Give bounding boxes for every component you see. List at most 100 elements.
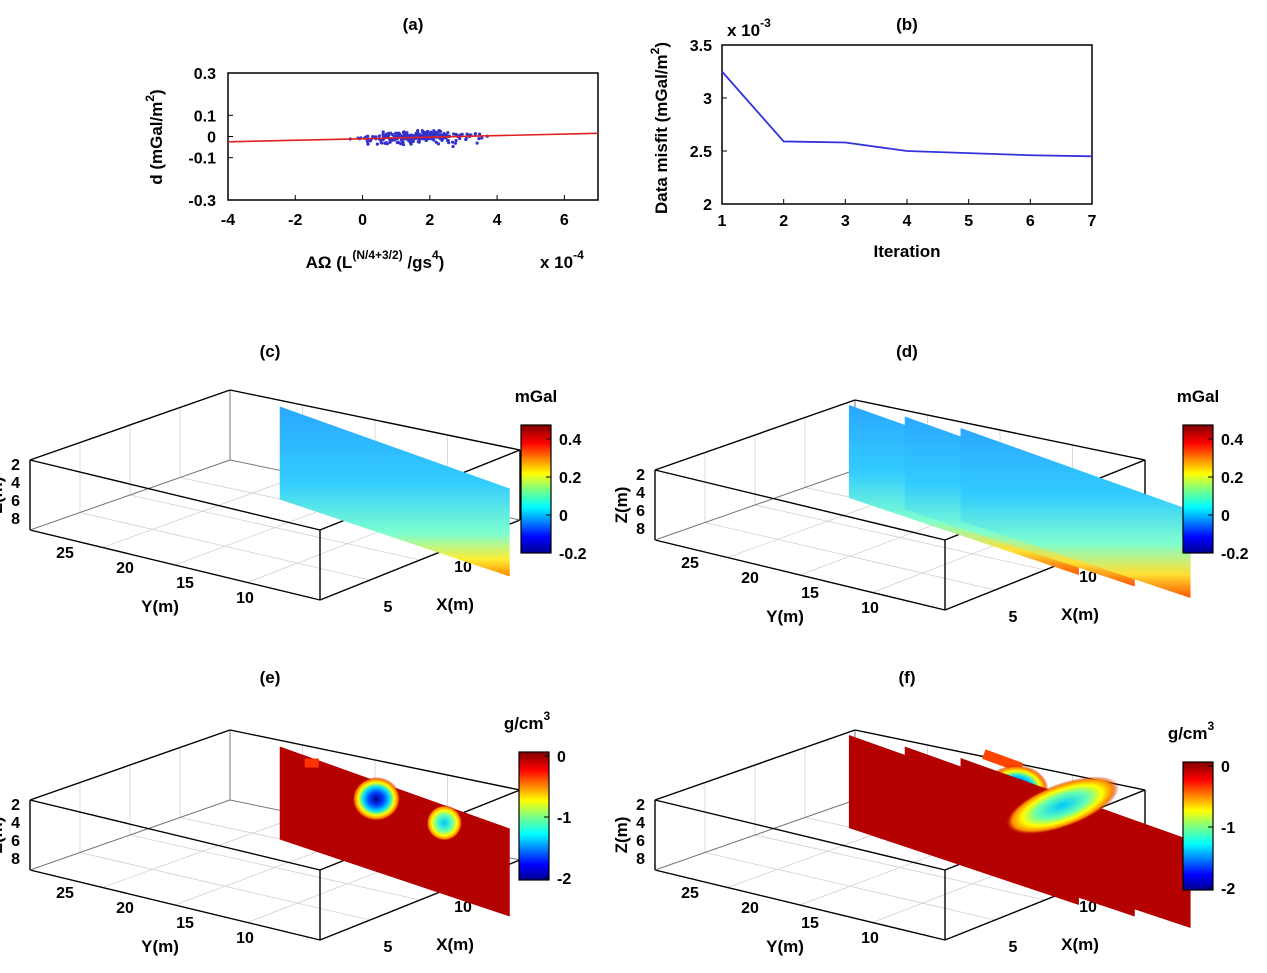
scatter-point: [473, 132, 478, 136]
z-tick-label: 2: [11, 457, 20, 474]
x-tick-label: 5: [964, 213, 973, 230]
y-axis-label: Data misfit (mGal/m2): [648, 42, 671, 214]
x-tick-label: 7: [1088, 213, 1097, 230]
y-tick-label: 3.5: [690, 38, 712, 55]
slice-plane: [960, 758, 1191, 929]
slice-plane: [960, 428, 1191, 599]
y-axis-label: Y(m): [141, 937, 179, 956]
slices: [279, 406, 510, 577]
panel-a-title: (a): [403, 15, 424, 34]
scatter-point: [440, 138, 444, 142]
y-tick-label: 15: [801, 585, 819, 602]
box-edge: [229, 729, 521, 791]
y-tick-label: 0.3: [194, 66, 216, 83]
y-tick-label: 15: [801, 915, 819, 932]
box-edge: [654, 469, 946, 541]
y-axis-label: Y(m): [766, 607, 804, 626]
scatter-point: [401, 143, 406, 147]
x-tick-label: -2: [288, 212, 302, 229]
colorbar: [518, 751, 550, 881]
x-tick-label: 10: [1079, 899, 1097, 916]
y-tick-label: 25: [681, 555, 699, 572]
y-tick-label: 10: [861, 600, 879, 617]
y-tick-label: 2.5: [690, 144, 712, 161]
z-tick-label: 6: [11, 833, 20, 850]
scatter-point: [454, 132, 458, 137]
z-tick-label: 4: [11, 815, 20, 832]
x-tick-label: 2: [425, 212, 434, 229]
box-edge: [654, 799, 856, 871]
scatter-point: [409, 142, 413, 146]
scatter-point: [383, 141, 387, 145]
y-tick-label: 25: [56, 885, 74, 902]
grid-line: [129, 494, 421, 561]
box-edge: [29, 529, 321, 601]
z-tick-label: 6: [636, 833, 645, 850]
scatter-point: [400, 138, 404, 142]
colorbar-tick-label: -1: [1221, 820, 1235, 837]
density-anomaly: [426, 804, 463, 841]
colorbar-tick-label: 0.4: [559, 432, 581, 449]
panel-e-title: (e): [260, 668, 281, 687]
grid-line: [754, 834, 1046, 901]
x-tick-label: 6: [560, 212, 569, 229]
x-tick-label: 10: [454, 899, 472, 916]
scatter-point: [458, 136, 462, 141]
x-tick-label: 5: [384, 599, 393, 616]
scatter-point: [381, 130, 385, 134]
scatter-point: [446, 138, 450, 143]
y-tick-label: 0: [207, 130, 216, 147]
box-edge: [29, 799, 231, 871]
scatter-point: [409, 133, 414, 137]
y-tick-label: 25: [681, 885, 699, 902]
x-tick-label: 2: [779, 213, 788, 230]
z-tick-label: 8: [11, 851, 20, 868]
panel-b-axes-box: [721, 44, 1093, 205]
scatter-point: [454, 138, 458, 143]
panel-b-title: (b): [896, 15, 918, 34]
z-tick-label: 2: [636, 467, 645, 484]
misfit-line: [721, 70, 1093, 158]
colorbar-tick-label: 0: [1221, 508, 1230, 525]
y-tick-label: 20: [741, 570, 759, 587]
z-tick-label: 6: [636, 503, 645, 520]
fit-line: [227, 132, 599, 143]
z-tick-label: 8: [636, 521, 645, 538]
y-tick-label: 15: [176, 575, 194, 592]
scatter-point: [477, 136, 481, 141]
colorbar-label: g/cm3: [504, 709, 551, 733]
panel-e: (e)2468Z(m)25201510Y(m)15105X(m)0-1-2g/c…: [0, 668, 571, 956]
scatter-point: [478, 132, 482, 136]
density-anomaly: [1005, 776, 1120, 835]
y-tick-label: 15: [176, 915, 194, 932]
colorbar-tick-label: 0.4: [1221, 432, 1243, 449]
scatter-point: [424, 131, 429, 135]
scatter-point: [380, 141, 384, 145]
scatter-point: [420, 129, 424, 133]
box-edge: [654, 869, 946, 941]
scatter-point: [417, 138, 421, 142]
scatter-point: [451, 144, 455, 149]
x-tick-label: 6: [1026, 213, 1035, 230]
z-tick-label: 4: [636, 815, 645, 832]
z-tick-label: 4: [636, 485, 645, 502]
z-tick-label: 4: [11, 475, 20, 492]
x-tick-label: 5: [1009, 939, 1018, 956]
box-edge: [29, 799, 321, 871]
density-anomaly: [352, 776, 401, 821]
scatter-point: [399, 142, 403, 146]
box-edge: [29, 869, 321, 941]
y-tick-label: 10: [236, 930, 254, 947]
panel-d: (d)2468Z(m)25201510Y(m)15105X(m)0.40.20-…: [612, 342, 1249, 626]
scatter-point: [436, 142, 441, 146]
y-tick-label: 20: [741, 900, 759, 917]
colorbar-tick-label: -2: [1221, 881, 1235, 898]
x-tick-label: 0: [358, 212, 367, 229]
x-axis-label: X(m): [436, 595, 474, 614]
box-edge: [654, 469, 856, 541]
y-tick-label: -0.1: [188, 151, 216, 168]
colorbar-tick-label: -0.2: [559, 546, 587, 563]
box-edge: [29, 389, 231, 461]
scatter-point: [453, 141, 458, 145]
scatter-point: [438, 129, 443, 134]
